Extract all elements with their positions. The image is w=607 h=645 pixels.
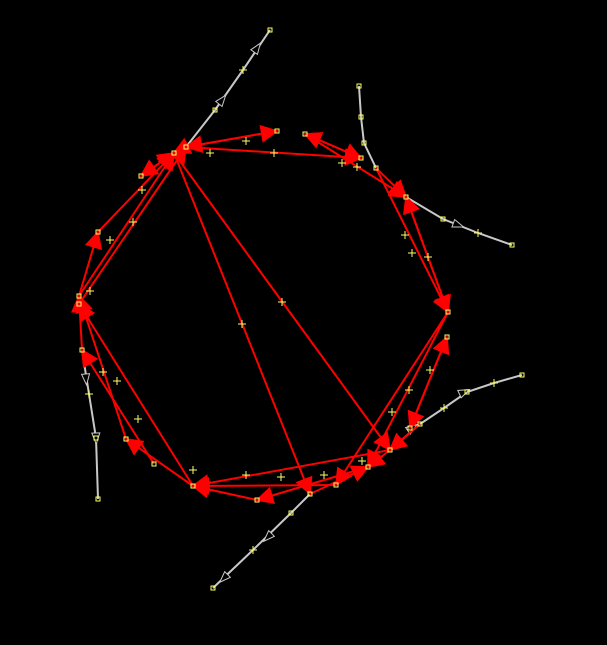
midpoint-cross <box>249 546 257 554</box>
midpoint-cross <box>353 163 361 171</box>
node <box>361 140 367 146</box>
midpoint-cross <box>138 186 146 194</box>
midpoint-cross <box>106 236 114 244</box>
branch-edge <box>81 349 99 500</box>
node <box>210 585 216 591</box>
midpoint-cross <box>277 473 285 481</box>
node <box>365 464 371 470</box>
midpoint-cross <box>99 368 107 376</box>
midpoint-cross <box>490 379 498 387</box>
node <box>76 301 82 307</box>
node <box>151 461 157 467</box>
directed-edge <box>255 466 369 505</box>
directed-edge <box>81 348 155 465</box>
midpoint-cross <box>270 149 278 157</box>
branch-arrow <box>80 373 91 387</box>
midpoint-cross <box>242 471 250 479</box>
directed-edge <box>78 151 175 297</box>
directed-edge <box>78 230 103 297</box>
branch-arrow <box>218 570 232 584</box>
midpoint-cross <box>242 137 250 145</box>
midpoint-cross <box>440 404 448 412</box>
directed-edge <box>388 423 421 452</box>
node <box>307 491 313 497</box>
node <box>95 496 101 502</box>
node <box>464 389 470 395</box>
midpoint-cross <box>238 320 246 328</box>
branch-edge <box>212 493 311 589</box>
midpoint-cross <box>134 415 142 423</box>
node <box>387 447 393 453</box>
node <box>267 27 273 33</box>
node <box>445 309 451 315</box>
directed-edge <box>78 302 194 487</box>
node <box>407 425 413 431</box>
midpoint-cross <box>338 159 346 167</box>
midpoint-cross <box>86 287 94 295</box>
directed-edge <box>184 130 278 154</box>
directed-edge <box>191 476 337 495</box>
node <box>440 216 446 222</box>
node <box>358 155 364 161</box>
midpoint-cross <box>358 457 366 465</box>
node <box>509 242 515 248</box>
midpoint-cross <box>113 377 121 385</box>
midpoint-cross <box>189 466 197 474</box>
branch-arrow <box>451 218 466 228</box>
midpoint-cross <box>426 366 434 374</box>
node <box>212 107 218 113</box>
midpoint-cross <box>424 253 432 261</box>
directed-edge <box>366 449 391 469</box>
node <box>403 194 409 200</box>
node <box>519 372 525 378</box>
midpoint-cross <box>474 229 482 237</box>
directed-edge <box>191 480 258 501</box>
directed-edge <box>70 294 89 351</box>
directed-edge <box>409 335 450 429</box>
node <box>171 150 177 156</box>
midpoint-cross <box>239 66 247 74</box>
node <box>254 497 260 503</box>
midpoint-cross <box>405 386 413 394</box>
node <box>373 165 379 171</box>
node <box>417 421 423 427</box>
midpoint-cross <box>401 231 409 239</box>
node <box>288 510 294 516</box>
node <box>444 334 450 340</box>
node <box>79 347 85 353</box>
node <box>333 482 339 488</box>
midpoint-cross <box>278 298 286 306</box>
midpoint-cross <box>388 408 396 416</box>
node <box>356 83 362 89</box>
midpoint-cross <box>85 390 93 398</box>
node <box>302 131 308 137</box>
node <box>138 173 144 179</box>
midpoint-cross <box>408 249 416 257</box>
directed-edge <box>191 449 391 492</box>
midpoint-cross <box>206 149 214 157</box>
node <box>95 229 101 235</box>
midpoint-cross <box>320 471 328 479</box>
node <box>190 483 196 489</box>
branch-arrow <box>262 529 276 543</box>
directed-edge <box>375 167 408 199</box>
node <box>76 293 82 299</box>
node <box>183 144 189 150</box>
node <box>93 435 99 441</box>
directed-edge <box>75 294 127 440</box>
node <box>358 114 364 120</box>
node <box>123 436 129 442</box>
branch-edge <box>358 85 377 169</box>
directed-edge <box>309 465 370 495</box>
node <box>274 128 280 134</box>
branch-arrow <box>214 94 227 108</box>
branch-arrow <box>249 41 262 56</box>
midpoint-cross <box>129 218 137 226</box>
directed-edge <box>124 437 194 487</box>
directed-edge <box>375 167 449 314</box>
directed-edge <box>403 195 449 313</box>
